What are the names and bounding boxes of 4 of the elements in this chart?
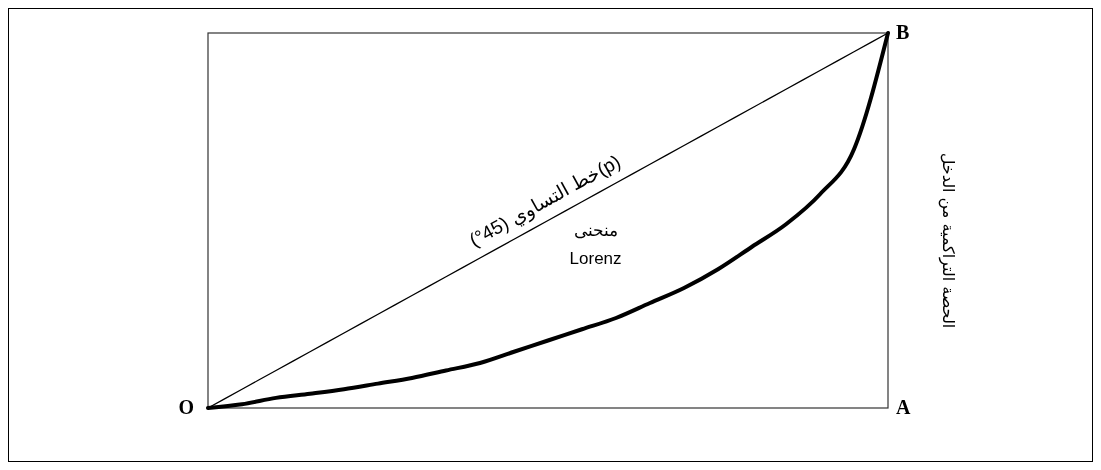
- text: O: [178, 396, 194, 418]
- text: A: [896, 396, 911, 418]
- y-axis-title: الحصة التراكمية من الدخل: [938, 152, 958, 329]
- text: B: [896, 21, 910, 43]
